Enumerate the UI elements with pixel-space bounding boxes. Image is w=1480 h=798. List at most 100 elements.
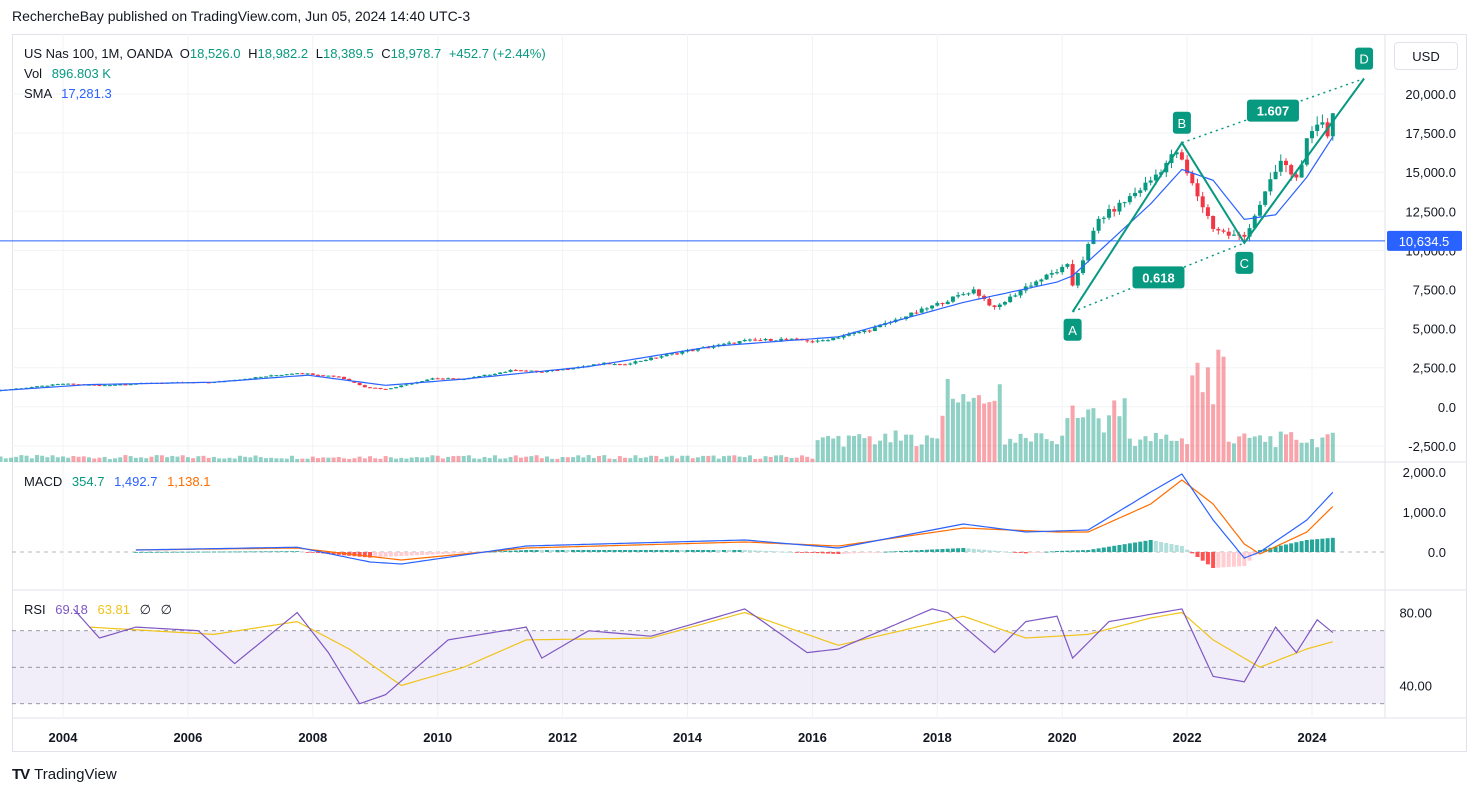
candle-body xyxy=(425,379,430,382)
volume-bar xyxy=(1226,441,1231,462)
volume-bar xyxy=(846,435,851,462)
candle-body xyxy=(810,341,815,343)
chart-frame[interactable] xyxy=(12,34,1467,752)
volume-bar xyxy=(1231,443,1236,462)
volume-bar xyxy=(503,458,508,462)
macd-histogram-bar xyxy=(982,549,987,552)
volume-bar xyxy=(1200,392,1205,462)
macd-histogram-bar xyxy=(550,550,555,552)
candle-body xyxy=(279,374,284,376)
macd-histogram-bar xyxy=(669,550,674,552)
macd-histogram-bar xyxy=(721,550,726,552)
volume-bar xyxy=(191,458,196,462)
macd-histogram-bar xyxy=(513,550,518,552)
macd-histogram-bar xyxy=(659,550,664,552)
macd-histogram-bar xyxy=(716,550,721,552)
candle-body xyxy=(753,339,758,341)
candle-body xyxy=(820,340,825,342)
candle-body xyxy=(1143,182,1148,191)
macd-histogram-bar xyxy=(893,551,898,553)
volume-bar xyxy=(586,455,591,462)
time-tick-label: 2022 xyxy=(1173,730,1202,745)
low-value: 18,389.5 xyxy=(322,46,374,61)
macd-tick-label: 2,000.0 xyxy=(1403,465,1446,480)
volume-bar xyxy=(92,458,97,462)
candle-body xyxy=(638,360,643,362)
macd-histogram-bar xyxy=(560,550,565,552)
macd-histogram-bar xyxy=(539,550,544,552)
volume-bar xyxy=(128,456,133,462)
macd-histogram-bar xyxy=(1075,550,1080,552)
candle-body xyxy=(503,371,508,373)
pattern-point-badge xyxy=(1235,251,1254,274)
volume-bar xyxy=(1211,404,1216,462)
time-tick-label: 2012 xyxy=(548,730,577,745)
candle-body xyxy=(1018,290,1023,296)
price-line-badge xyxy=(1387,230,1462,251)
candle-body xyxy=(617,364,622,366)
candle-body xyxy=(394,387,399,389)
candle-body xyxy=(742,339,747,342)
volume-bar xyxy=(269,457,274,462)
volume-bar xyxy=(1091,408,1096,462)
volume-bar xyxy=(1070,405,1075,462)
macd-histogram-bar xyxy=(227,551,232,553)
volume-bar xyxy=(909,434,914,462)
macd-histogram-bar xyxy=(1242,552,1247,566)
candle-body xyxy=(872,327,877,332)
macd-histogram-bar xyxy=(1195,552,1200,557)
candle-body xyxy=(326,375,331,377)
candle-body xyxy=(1257,204,1262,216)
macd-histogram-bar xyxy=(1185,549,1190,552)
macd-histogram-bar xyxy=(565,550,570,552)
price-tick-label: -2,500.0 xyxy=(1408,439,1456,454)
macd-histogram-bar xyxy=(654,550,659,552)
volume-bar xyxy=(368,456,373,462)
macd-histogram-bar xyxy=(222,551,227,553)
volume-bar xyxy=(420,457,425,462)
close-value: 18,978.7 xyxy=(390,46,442,61)
volume-bar xyxy=(513,455,518,462)
candle-body xyxy=(487,374,492,376)
candle-body xyxy=(310,373,315,375)
volume-bar xyxy=(1179,438,1184,462)
candle-body xyxy=(274,375,279,377)
volume-bar xyxy=(295,458,300,462)
volume-bar xyxy=(1023,437,1028,462)
currency-button[interactable]: USD xyxy=(1394,42,1458,70)
volume-bar xyxy=(555,458,560,462)
tradingview-footer[interactable]: TV TradingView xyxy=(12,766,117,783)
volume-bar xyxy=(76,456,81,462)
macd-histogram-bar xyxy=(1028,552,1033,553)
rsi-tick-label: 80.00 xyxy=(1399,606,1432,621)
candle-body xyxy=(1174,152,1179,155)
candle-body xyxy=(50,384,55,386)
volume-bar xyxy=(1252,436,1257,462)
macd-histogram-bar xyxy=(1127,543,1132,552)
macd-histogram-bar xyxy=(1268,547,1273,552)
macd-histogram-bar xyxy=(649,550,654,552)
macd-histogram-bar xyxy=(1153,541,1158,552)
volume-bar xyxy=(1034,433,1039,462)
tradingview-brand: TradingView xyxy=(34,766,117,783)
macd-histogram-bar xyxy=(664,550,669,552)
candle-body xyxy=(680,351,685,354)
candle-body xyxy=(815,340,820,342)
candle-body xyxy=(987,299,992,306)
macd-histogram-bar xyxy=(394,552,399,557)
time-tick-label: 2004 xyxy=(49,730,79,745)
price-tick-label: 20,000.0 xyxy=(1405,87,1456,102)
macd-histogram-bar xyxy=(680,550,685,552)
volume-bar xyxy=(492,455,497,462)
candle-body xyxy=(66,383,71,385)
macd-histogram-bar xyxy=(175,551,180,553)
macd-histogram-bar xyxy=(336,552,341,555)
macd-histogram-bar xyxy=(149,551,154,553)
volume-bar xyxy=(154,455,159,462)
macd-histogram-bar xyxy=(211,551,216,553)
macd-histogram-bar xyxy=(399,552,404,556)
candle-body xyxy=(1299,164,1304,178)
candle-body xyxy=(263,376,268,378)
volume-bar xyxy=(1096,418,1101,462)
